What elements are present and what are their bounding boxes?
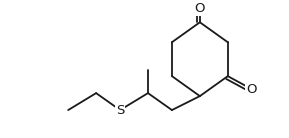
Text: O: O — [247, 83, 257, 96]
Text: S: S — [116, 104, 124, 117]
Text: O: O — [194, 2, 205, 15]
